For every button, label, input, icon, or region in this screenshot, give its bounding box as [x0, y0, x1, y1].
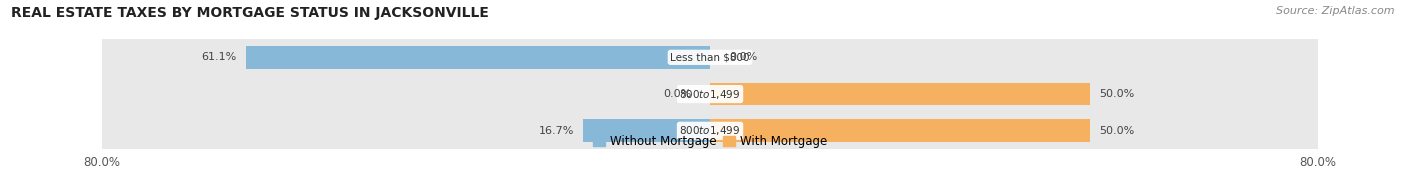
Text: Less than $800: Less than $800 [671, 52, 749, 62]
Text: Source: ZipAtlas.com: Source: ZipAtlas.com [1277, 6, 1395, 16]
Bar [710, 119, 1090, 142]
Text: 61.1%: 61.1% [201, 52, 236, 62]
Legend: Without Mortgage, With Mortgage: Without Mortgage, With Mortgage [588, 130, 832, 153]
Text: 16.7%: 16.7% [538, 126, 574, 136]
Text: REAL ESTATE TAXES BY MORTGAGE STATUS IN JACKSONVILLE: REAL ESTATE TAXES BY MORTGAGE STATUS IN … [11, 6, 489, 20]
Bar [101, 76, 1319, 113]
Bar [710, 83, 1090, 105]
Bar [246, 46, 710, 69]
Text: 0.0%: 0.0% [662, 89, 690, 99]
Text: $800 to $1,499: $800 to $1,499 [679, 124, 741, 137]
Text: 50.0%: 50.0% [1099, 126, 1135, 136]
Bar [101, 39, 1319, 76]
Bar [583, 119, 710, 142]
Bar [101, 113, 1319, 149]
Text: $800 to $1,499: $800 to $1,499 [679, 88, 741, 101]
Text: 0.0%: 0.0% [730, 52, 758, 62]
Text: 50.0%: 50.0% [1099, 89, 1135, 99]
